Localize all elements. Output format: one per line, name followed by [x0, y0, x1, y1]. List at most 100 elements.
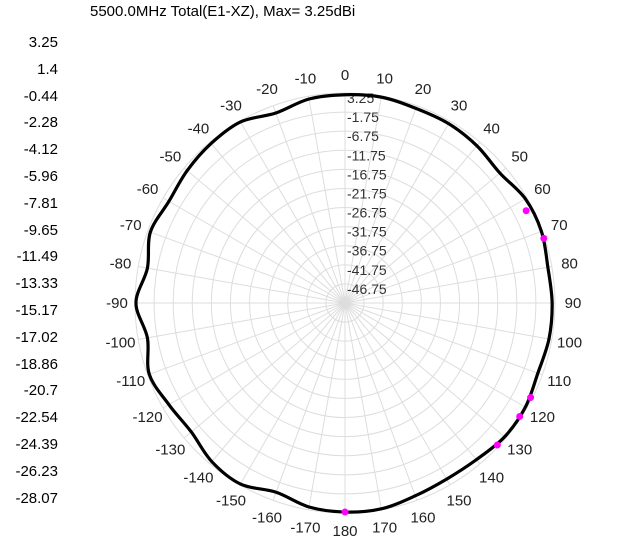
radial-tick-label: 3.25 [347, 90, 374, 106]
legend-label: -9.65 [23, 221, 58, 239]
angle-label: 70 [551, 217, 568, 234]
data-marker [527, 394, 535, 402]
grid-spoke [344, 302, 543, 376]
grid-spoke [344, 266, 552, 304]
radial-tick-label: -21.75 [347, 185, 387, 201]
angle-label: -40 [188, 120, 210, 137]
angle-label: -20 [256, 81, 278, 98]
angle-label: 20 [415, 81, 432, 98]
grid-spoke [344, 167, 507, 304]
angle-label: -30 [220, 98, 242, 115]
angle-label: 60 [534, 181, 551, 198]
grid-spoke [344, 105, 418, 304]
grid-spoke [138, 266, 346, 304]
data-marker [516, 412, 524, 420]
legend-label: -18.86 [15, 355, 58, 373]
legend-label: -4.12 [23, 141, 58, 159]
data-marker [540, 234, 548, 242]
grid-spoke [344, 120, 451, 304]
grid-spoke [344, 302, 552, 340]
grid-spoke [344, 302, 382, 510]
legend-label: -2.28 [23, 114, 58, 132]
angle-label: 0 [341, 67, 349, 84]
legend-label: -17.02 [15, 328, 58, 346]
angle-label: 120 [530, 409, 555, 426]
angle-label: -140 [183, 470, 213, 487]
grid-spoke [344, 96, 382, 304]
legend-label: -13.33 [15, 275, 58, 293]
angle-label: 150 [446, 492, 471, 509]
grid-spoke [344, 197, 528, 304]
grid-spoke [147, 230, 346, 304]
angle-label: -150 [216, 492, 246, 509]
angle-label: -130 [155, 442, 185, 459]
angle-label: 160 [410, 509, 435, 526]
angle-label: 40 [483, 120, 500, 137]
legend-label: -22.54 [15, 409, 58, 427]
angle-label: -80 [110, 255, 132, 272]
grid-spoke [209, 141, 346, 304]
radial-tick-label: -31.75 [347, 224, 387, 240]
angle-label: 100 [557, 335, 582, 352]
legend-label: -7.81 [23, 194, 58, 212]
legend-label: -26.23 [15, 462, 58, 480]
legend-label: -28.07 [15, 489, 58, 507]
angle-label: -50 [159, 148, 181, 165]
grid-spoke [344, 302, 528, 409]
radial-tick-label: -6.75 [347, 128, 379, 144]
chart-title: 5500.0MHz Total(E1-XZ), Max= 3.25dBi [90, 3, 356, 20]
angle-label: -160 [252, 509, 282, 526]
grid-spoke [308, 302, 346, 510]
radial-tick-label: -11.75 [347, 147, 386, 163]
angle-label: 110 [547, 373, 571, 390]
pattern-line [134, 93, 554, 514]
grid-spoke [344, 302, 418, 501]
grid-spoke [344, 302, 481, 465]
angle-label: -90 [106, 295, 128, 312]
angle-label: -110 [116, 373, 145, 390]
angle-label: -60 [137, 181, 159, 198]
angle-label: 180 [332, 523, 357, 540]
grid-spoke [344, 141, 481, 304]
grid-spoke [209, 302, 346, 465]
data-marker [522, 207, 530, 215]
data-marker [493, 441, 501, 449]
radial-tick-label: -46.75 [347, 281, 387, 297]
grid-spoke [308, 96, 346, 304]
legend-label: -0.44 [23, 87, 58, 105]
grid-spoke [344, 302, 507, 439]
angle-label: -120 [133, 409, 163, 426]
grid-spoke [239, 120, 346, 304]
grid-spoke [138, 302, 346, 340]
grid-spoke [162, 302, 346, 409]
legend-label: -20.7 [23, 382, 58, 400]
grid-spoke [239, 302, 346, 486]
angle-label: -10 [295, 70, 317, 87]
legend-label: -24.39 [15, 436, 58, 453]
grid-spoke [344, 302, 451, 486]
angle-label: -170 [290, 520, 320, 537]
radial-tick-label: -16.75 [347, 166, 387, 182]
legend-label: 1.4 [37, 60, 58, 78]
grid-spoke [183, 302, 346, 439]
angle-label: 140 [479, 470, 504, 487]
data-marker [341, 508, 349, 516]
radial-tick-label: -1.75 [347, 109, 379, 125]
legend-label: -11.49 [16, 248, 58, 266]
legend-label: -15.17 [15, 302, 58, 319]
angle-label: 130 [507, 442, 532, 459]
legend-label: 3.25 [28, 34, 58, 51]
angle-label: -100 [105, 335, 135, 352]
grid-spoke [183, 167, 346, 304]
angle-label: 80 [561, 255, 578, 272]
angle-label: 30 [451, 98, 468, 115]
grid-spoke [162, 197, 346, 304]
grid-spoke [272, 105, 346, 304]
grid-spoke [344, 230, 543, 304]
angle-label: 10 [376, 70, 393, 87]
radial-tick-label: -41.75 [347, 262, 387, 278]
radial-tick-label: -26.75 [347, 205, 387, 221]
angle-label: -70 [120, 217, 142, 234]
grid-spoke [272, 302, 346, 501]
